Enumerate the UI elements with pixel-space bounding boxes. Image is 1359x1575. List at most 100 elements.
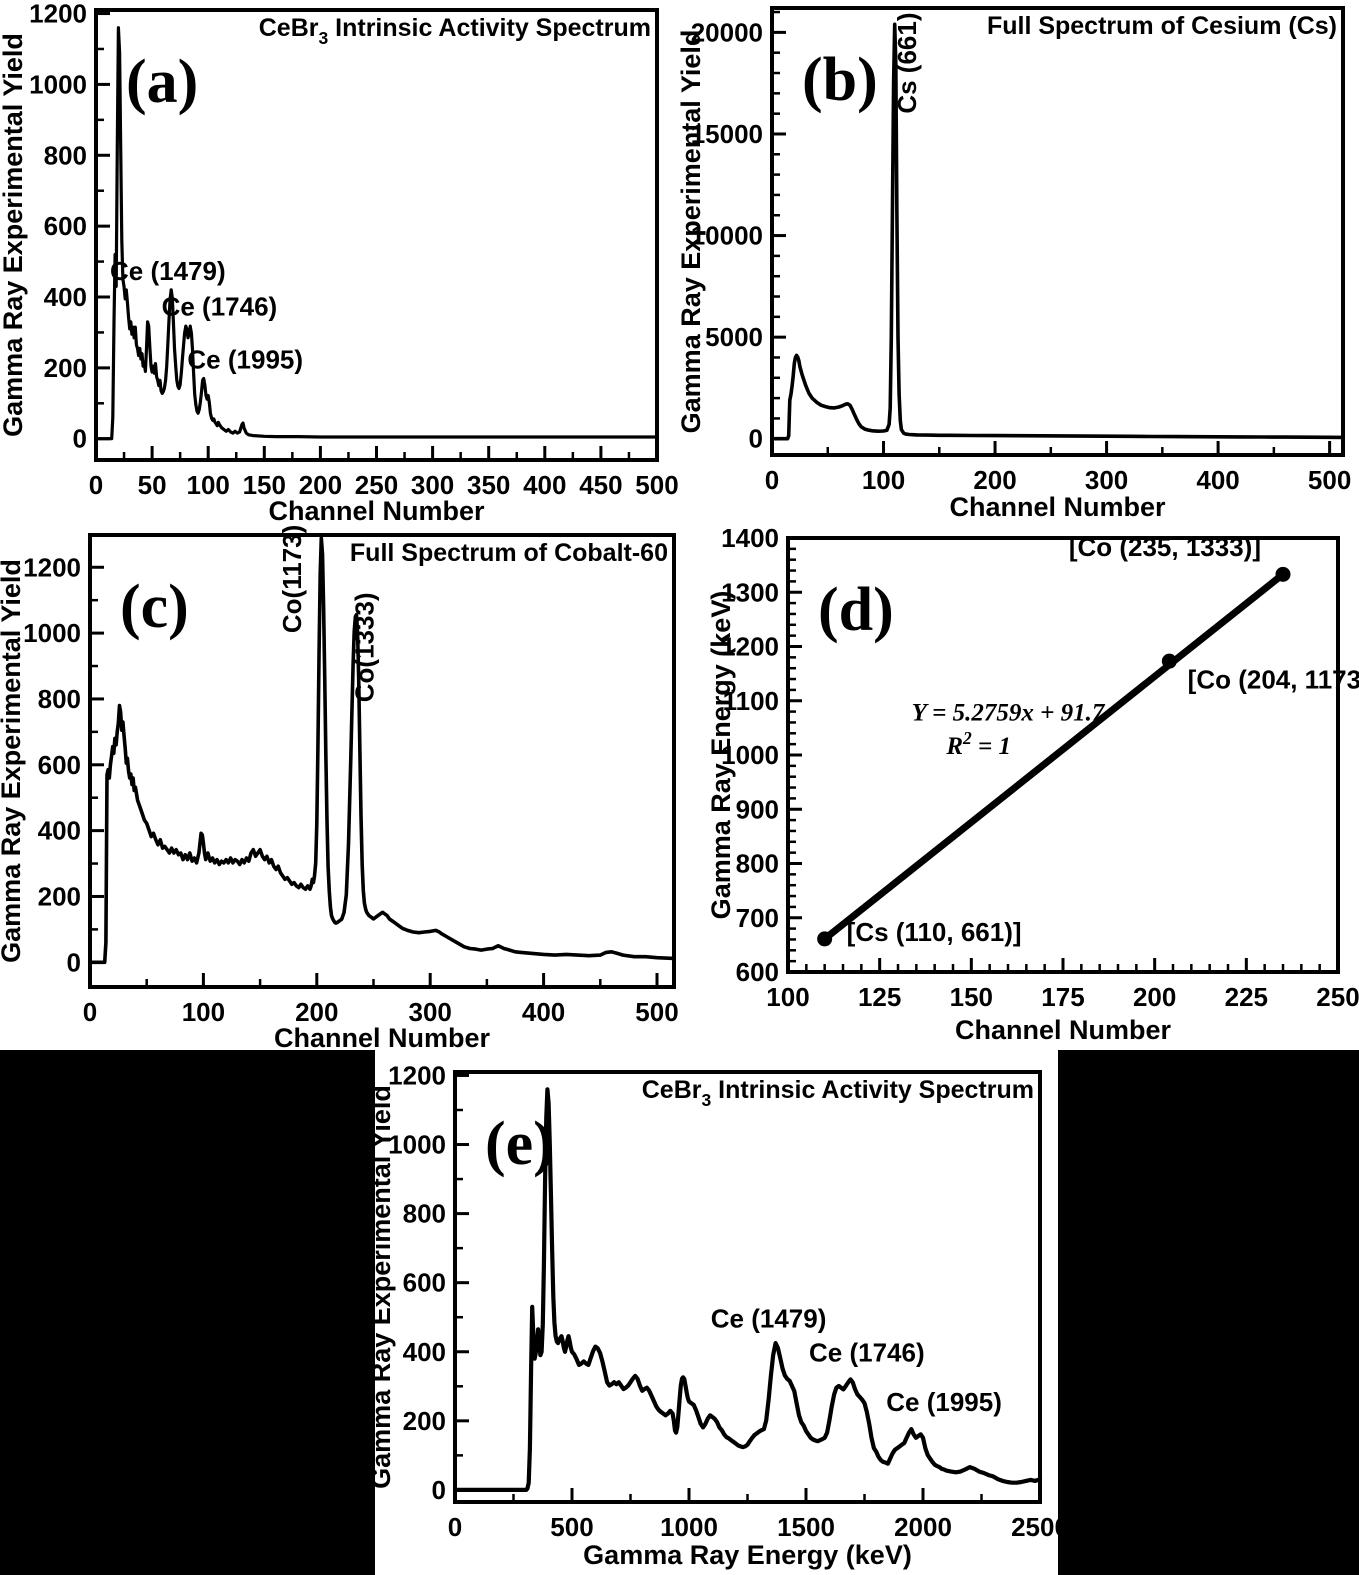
x-axis-title: Channel Number <box>274 1023 491 1050</box>
x-tick-label: 1000 <box>660 1512 718 1542</box>
y-axis-title: Gamma Ray Experimental Yield <box>0 559 26 963</box>
panel-letter: (a) <box>126 48 198 116</box>
x-tick-label: 150 <box>243 470 286 500</box>
plot-frame <box>94 8 659 462</box>
annotation: R2 = 1 <box>945 728 1011 760</box>
y-tick-label: 15000 <box>691 119 763 149</box>
fit-line <box>821 570 1287 943</box>
annotation: [Co (235, 1333)] <box>1069 532 1261 562</box>
y-tick-label: 1000 <box>721 740 779 770</box>
x-tick-label: 250 <box>1316 982 1359 1012</box>
x-axis-title: Channel Number <box>955 1015 1172 1045</box>
annotation: Cs (661) <box>892 12 922 113</box>
annotation: Co(1333) <box>349 592 379 702</box>
y-tick-label: 800 <box>403 1199 446 1229</box>
row-top: 0 50 100 150 200 250 300 350 400 450 500 0 200 400 600… <box>0 0 1359 525</box>
y-tick-label: 800 <box>44 140 87 170</box>
annotation: [Cs (110, 661)] <box>847 917 1022 947</box>
y-tick-label: 0 <box>432 1475 446 1505</box>
x-tick-label: 2000 <box>894 1512 952 1542</box>
y-tick-label: 700 <box>736 903 779 933</box>
y-tick-label: 400 <box>403 1337 446 1367</box>
y-tick-label: 1400 <box>721 525 779 553</box>
data-point <box>1161 653 1177 669</box>
x-tick-label: 500 <box>635 470 678 500</box>
x-tick-label: 0 <box>83 997 97 1027</box>
x-tick-label: 175 <box>1041 982 1084 1012</box>
panel-d-chart: 100 125 150 175 200 225 250 600 700 800 900 1000 110… <box>700 525 1359 1050</box>
y-tick-label: 600 <box>44 211 87 241</box>
x-tick-label: 0 <box>765 465 779 495</box>
y-tick-label: 1000 <box>23 618 81 648</box>
panel-title: CeBr3 Intrinsic Activity Spectrum <box>259 14 651 48</box>
y-tick-label: 200 <box>38 881 81 911</box>
y-tick-label: 1200 <box>23 552 81 582</box>
spectrum-curve <box>94 26 659 441</box>
y-tick-label: 800 <box>736 849 779 879</box>
x-tick-label: 0 <box>448 1512 462 1542</box>
x-tick-label: 500 <box>635 997 678 1027</box>
panel-letter: (b) <box>802 46 878 114</box>
plot-frame <box>786 536 1340 974</box>
x-tick-label: 150 <box>950 982 993 1012</box>
x-tick-label: 200 <box>1133 982 1176 1012</box>
y-tick-label: 1200 <box>29 0 87 29</box>
panel-a-chart: 0 50 100 150 200 250 300 350 400 450 500 0 200 400 600… <box>0 0 680 525</box>
y-tick-label: 1200 <box>388 1060 446 1090</box>
y-tick-label: 600 <box>403 1268 446 1298</box>
y-tick-label: 5000 <box>705 322 763 352</box>
x-tick-label: 125 <box>858 982 901 1012</box>
row-middle: 0 100 200 300 400 500 0 200 400 600 800 1000 1200 Ful… <box>0 525 1359 1050</box>
x-tick-label: 1500 <box>777 1512 835 1542</box>
y-tick-label: 0 <box>749 424 763 454</box>
y-tick-label: 200 <box>44 353 87 383</box>
spectrum-curve <box>452 1087 1043 1492</box>
annotation: Y = 5.2759x + 91.7 <box>912 699 1106 726</box>
plot-frame <box>88 533 676 989</box>
panel-c-chart: 0 100 200 300 400 500 0 200 400 600 800 1000 1200 Ful… <box>0 525 700 1050</box>
data-point <box>1275 566 1291 582</box>
spectrum-curve <box>88 536 676 965</box>
x-tick-label: 500 <box>1308 465 1351 495</box>
y-tick-label: 1000 <box>29 69 87 99</box>
panel-title: CeBr3 Intrinsic Activity Spectrum <box>642 1076 1034 1110</box>
annotation: Ce (1995) <box>187 345 303 375</box>
y-tick-label: 200 <box>403 1406 446 1436</box>
x-tick-label: 100 <box>862 465 905 495</box>
annotation: Ce (1746) <box>809 1337 925 1367</box>
spectrum-curve <box>770 22 1345 441</box>
annotation: [Co (204, 1173)] <box>1188 664 1359 694</box>
x-tick-label: 100 <box>766 982 809 1012</box>
x-tick-label: 500 <box>550 1512 593 1542</box>
y-tick-label: 1000 <box>388 1130 446 1160</box>
y-axis-title: Gamma Ray Experimental Yield <box>375 1085 396 1489</box>
panel-title: Full Spectrum of Cobalt-60 <box>350 539 668 567</box>
y-tick-label: 0 <box>67 947 81 977</box>
x-tick-label: 100 <box>182 997 225 1027</box>
y-tick-label: 1300 <box>721 577 779 607</box>
x-tick-label: 300 <box>411 470 454 500</box>
plot-frame <box>770 6 1345 457</box>
panel-letter: (c) <box>120 573 189 641</box>
right-black-bar <box>1058 1050 1359 1575</box>
annotation: Ce (1995) <box>886 1387 1002 1417</box>
y-tick-label: 1100 <box>723 686 779 716</box>
x-axis-title: Channel Number <box>268 496 485 525</box>
x-tick-label: 200 <box>299 470 342 500</box>
x-tick-label: 400 <box>1196 465 1239 495</box>
y-tick-label: 600 <box>736 957 779 987</box>
y-axis-title: Gamma Ray Energy (keV) <box>706 591 736 920</box>
annotation: Co(1173) <box>277 525 307 633</box>
data-point <box>817 931 833 947</box>
x-tick-label: 400 <box>522 997 565 1027</box>
x-tick-label: 350 <box>467 470 510 500</box>
panel-letter: (d) <box>818 576 894 644</box>
y-axis-title: Gamma Ray Experimental Yield <box>680 30 706 434</box>
x-tick-label: 225 <box>1225 982 1268 1012</box>
y-axis-title: Gamma Ray Experimental Yield <box>0 33 28 437</box>
y-tick-label: 1200 <box>721 632 779 662</box>
